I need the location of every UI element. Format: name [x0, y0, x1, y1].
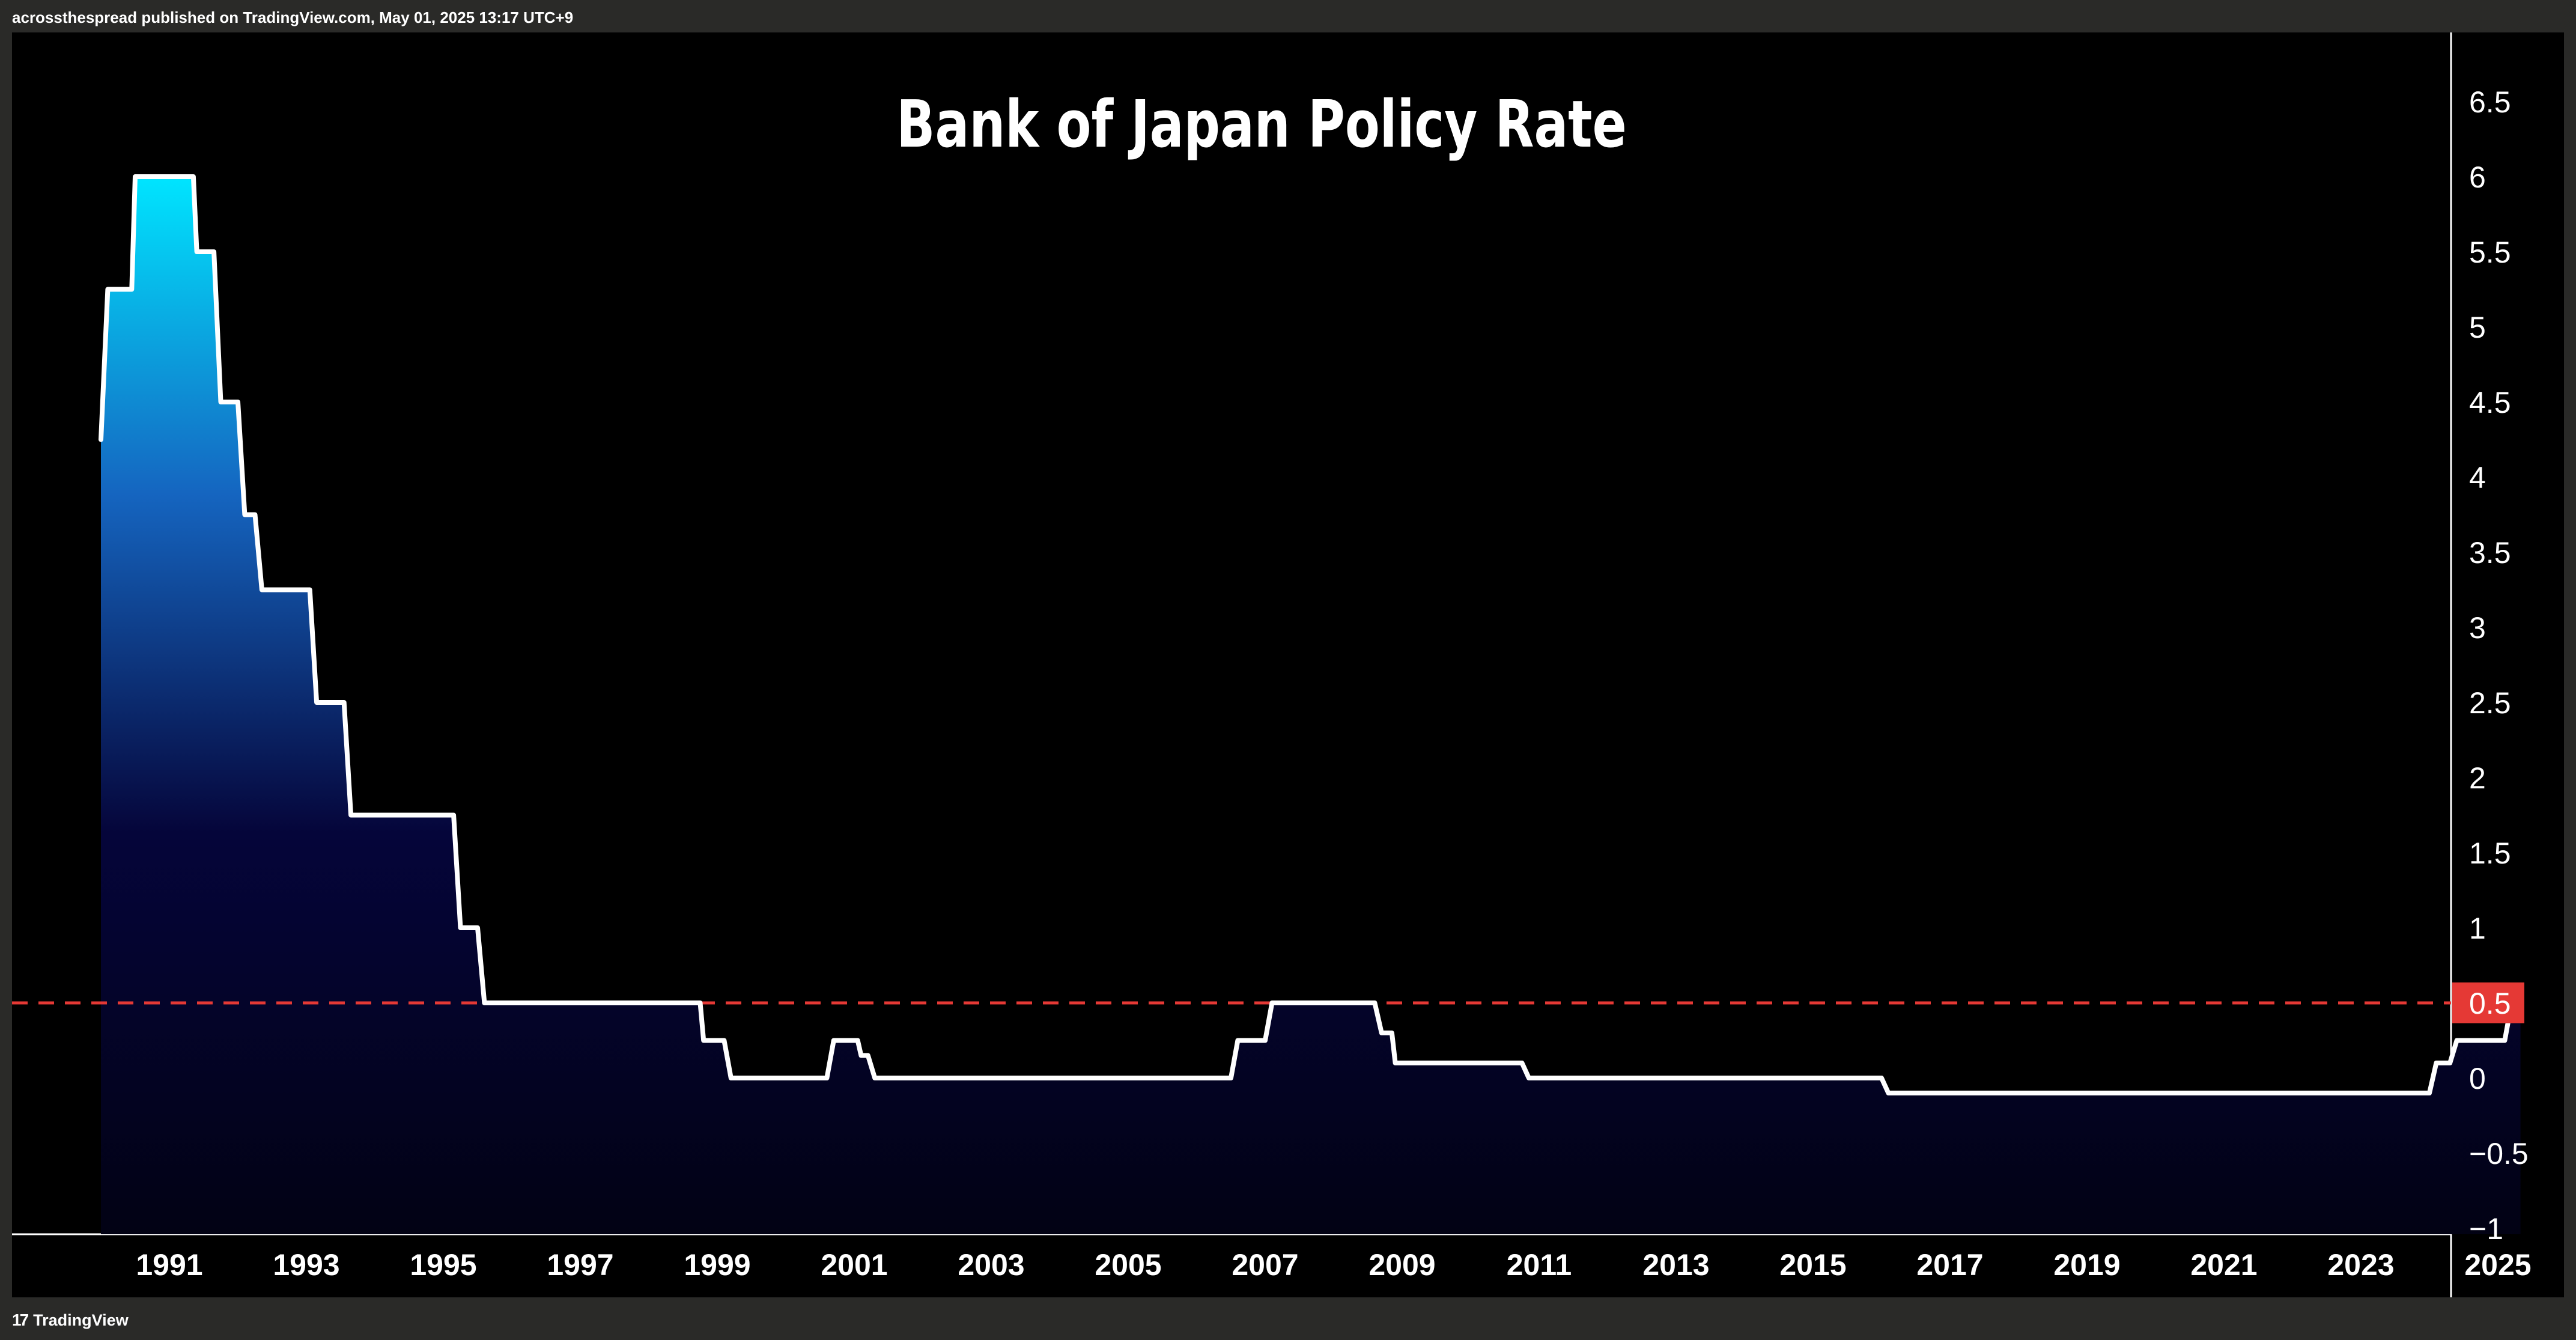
- x-tick-label: 2001: [821, 1248, 887, 1282]
- x-tick-label: 1997: [547, 1248, 613, 1282]
- tradingview-logo[interactable]: 17 TradingView: [12, 1311, 129, 1330]
- footer-bar: 17 TradingView: [0, 1297, 2576, 1340]
- y-tick-label: 2.5: [2469, 686, 2511, 720]
- y-tick-label: 4: [2469, 461, 2486, 495]
- policy-rate-chart[interactable]: Bank of Japan Policy Rate 6.5 6 5.5 5 4.5 4 3.5…: [12, 32, 2564, 1297]
- chart-title: Bank of Japan Policy Rate: [896, 87, 1626, 162]
- y-tick-label: 4.5: [2469, 386, 2511, 419]
- y-tick-label: 3: [2469, 611, 2486, 645]
- y-tick-label: 5: [2469, 311, 2486, 344]
- x-tick-label: 2011: [1507, 1248, 1572, 1282]
- y-tick-label: 6.5: [2469, 85, 2511, 119]
- tradingview-wordmark: TradingView: [33, 1311, 129, 1329]
- chart-panel[interactable]: Bank of Japan Policy Rate 6.5 6 5.5 5 4.5 4 3.5…: [12, 32, 2564, 1297]
- y-tick-label: 5.5: [2469, 236, 2511, 269]
- x-tick-label: 2009: [1368, 1248, 1435, 1282]
- x-tick-label: 2007: [1232, 1248, 1298, 1282]
- policy-rate-area: [101, 177, 2521, 1234]
- policy-rate-line: [99, 174, 2523, 1095]
- y-tick-label: −1: [2469, 1212, 2503, 1246]
- x-tick-label: 2003: [958, 1248, 1024, 1282]
- attribution-text: acrossthespread published on TradingView…: [12, 8, 574, 26]
- tradingview-logo-icon: 17: [12, 1311, 29, 1329]
- x-tick-label: 2023: [2327, 1248, 2394, 1282]
- x-tick-label: 1991: [136, 1248, 202, 1282]
- y-tick-label: 6: [2469, 160, 2486, 194]
- y-tick-label: 2: [2469, 761, 2486, 795]
- x-tick-label: 2013: [1642, 1248, 1709, 1282]
- attribution-bar: acrossthespread published on TradingView…: [0, 0, 2576, 32]
- x-tick-label: 1995: [410, 1248, 476, 1282]
- x-tick-label: 2021: [2190, 1248, 2257, 1282]
- x-tick-label: 2017: [1916, 1248, 1983, 1282]
- last-value-badge: [2452, 982, 2524, 1023]
- y-tick-label: −0.5: [2469, 1137, 2529, 1171]
- x-tick-label: 1999: [684, 1248, 750, 1282]
- x-tick-label: 1993: [273, 1248, 339, 1282]
- x-tick-label: 2025: [2464, 1248, 2531, 1282]
- x-tick-label: 2015: [1779, 1248, 1846, 1282]
- y-tick-label: 1: [2469, 912, 2486, 945]
- x-tick-label: 2005: [1095, 1248, 1161, 1282]
- y-tick-label: 0: [2469, 1062, 2486, 1095]
- last-value-label: 0.5: [2469, 987, 2511, 1020]
- y-tick-label: 1.5: [2469, 836, 2511, 870]
- y-tick-label: 3.5: [2469, 536, 2511, 570]
- x-tick-label: 2019: [2053, 1248, 2120, 1282]
